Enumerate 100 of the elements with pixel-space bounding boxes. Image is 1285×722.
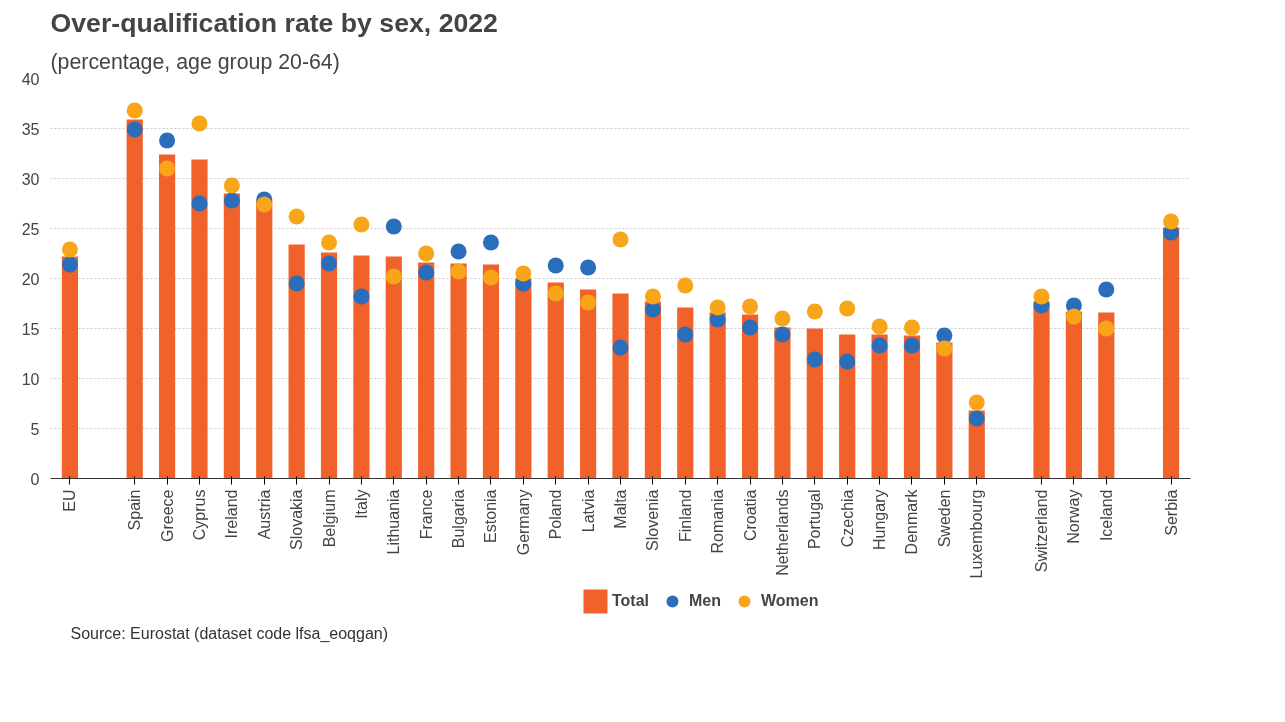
bar [158,154,176,479]
point [159,132,176,149]
y-tick-label: 15 [21,320,40,338]
point [482,269,499,286]
bar [353,255,370,479]
bar [580,289,597,479]
point [871,318,888,335]
x-tick-label: Finland [676,489,694,542]
point [677,326,694,343]
x-tick-label: Denmark [903,488,921,555]
point [709,299,726,316]
bar [1162,227,1180,479]
x-tick-label: Cyprus [190,489,208,541]
bar [644,301,661,479]
x-tick-label: Latvia [579,489,597,533]
point [742,298,759,315]
x-tick-label: Croatia [741,489,759,542]
bar [936,342,953,479]
bar [806,328,823,479]
bar [677,307,694,479]
point [61,241,78,258]
point [450,243,467,260]
point [126,121,143,138]
chart-subtitle: (percentage, age group 20-64) [50,49,340,74]
bar [903,335,921,479]
legend-label: Women [761,592,819,610]
y-tick-label: 5 [30,420,40,438]
x-tick-label: Bulgaria [450,489,468,549]
y-tick-label: 0 [30,470,40,488]
point [968,394,985,411]
point [418,264,435,281]
point [1065,308,1082,325]
bar [612,293,629,479]
point [806,303,823,320]
x-tick-label: Czechia [838,489,856,548]
point [61,256,78,273]
point [256,196,273,213]
y-tick-label: 25 [21,220,40,238]
point [418,245,435,262]
point [353,288,370,305]
x-tick-label: Portugal [806,489,824,550]
bar [1065,311,1083,479]
bar [126,119,143,479]
point [612,339,629,356]
x-tick-label: Hungary [871,489,889,550]
point [353,216,370,233]
point [223,177,240,194]
point [191,195,208,212]
point [1033,288,1050,305]
bar [482,264,500,479]
bar [256,200,273,479]
point [644,288,661,305]
bar [191,159,208,479]
point [159,160,176,177]
x-tick-label: Slovakia [288,489,306,550]
point [126,102,143,119]
point [1098,320,1115,337]
point [580,259,597,276]
point [321,234,338,251]
point [288,275,305,292]
bar [450,263,467,479]
y-tick-label: 30 [21,170,40,188]
bar [61,256,79,479]
x-tick-label: Spain [126,489,144,531]
point [223,192,240,209]
point [385,218,402,235]
x-tick-label: Estonia [482,489,500,543]
point [1163,213,1180,230]
bar [1033,301,1050,479]
y-tick-label: 20 [21,270,40,288]
x-tick-label: Norway [1065,489,1083,544]
point [871,337,888,354]
y-tick-label: 35 [21,120,40,138]
bar [1098,312,1115,479]
point [774,326,791,343]
x-tick-label: Belgium [320,489,338,548]
x-tick-label: Austria [255,489,273,540]
y-tick-label: 10 [21,370,40,388]
x-tick-label: Greece [158,489,176,542]
x-tick-label: Sweden [935,489,953,548]
x-tick-label: Romania [709,489,727,554]
x-tick-label: Switzerland [1033,489,1051,573]
x-tick-label: Luxembourg [968,489,986,579]
y-tick-label: 40 [21,70,40,88]
point [482,234,499,251]
point [968,410,985,427]
point [903,337,920,354]
point [1098,281,1115,298]
bar [547,282,564,479]
chart-title: Over-qualification rate by sex, 2022 [50,7,498,38]
x-tick-label: Serbia [1162,489,1180,536]
point [677,277,694,294]
x-tick-label: Malta [612,489,629,529]
bar [515,278,532,479]
point [515,265,532,282]
point [839,300,856,317]
point [742,319,759,336]
x-tick-label: France [417,489,435,540]
bar [709,312,726,479]
bar [741,314,759,479]
